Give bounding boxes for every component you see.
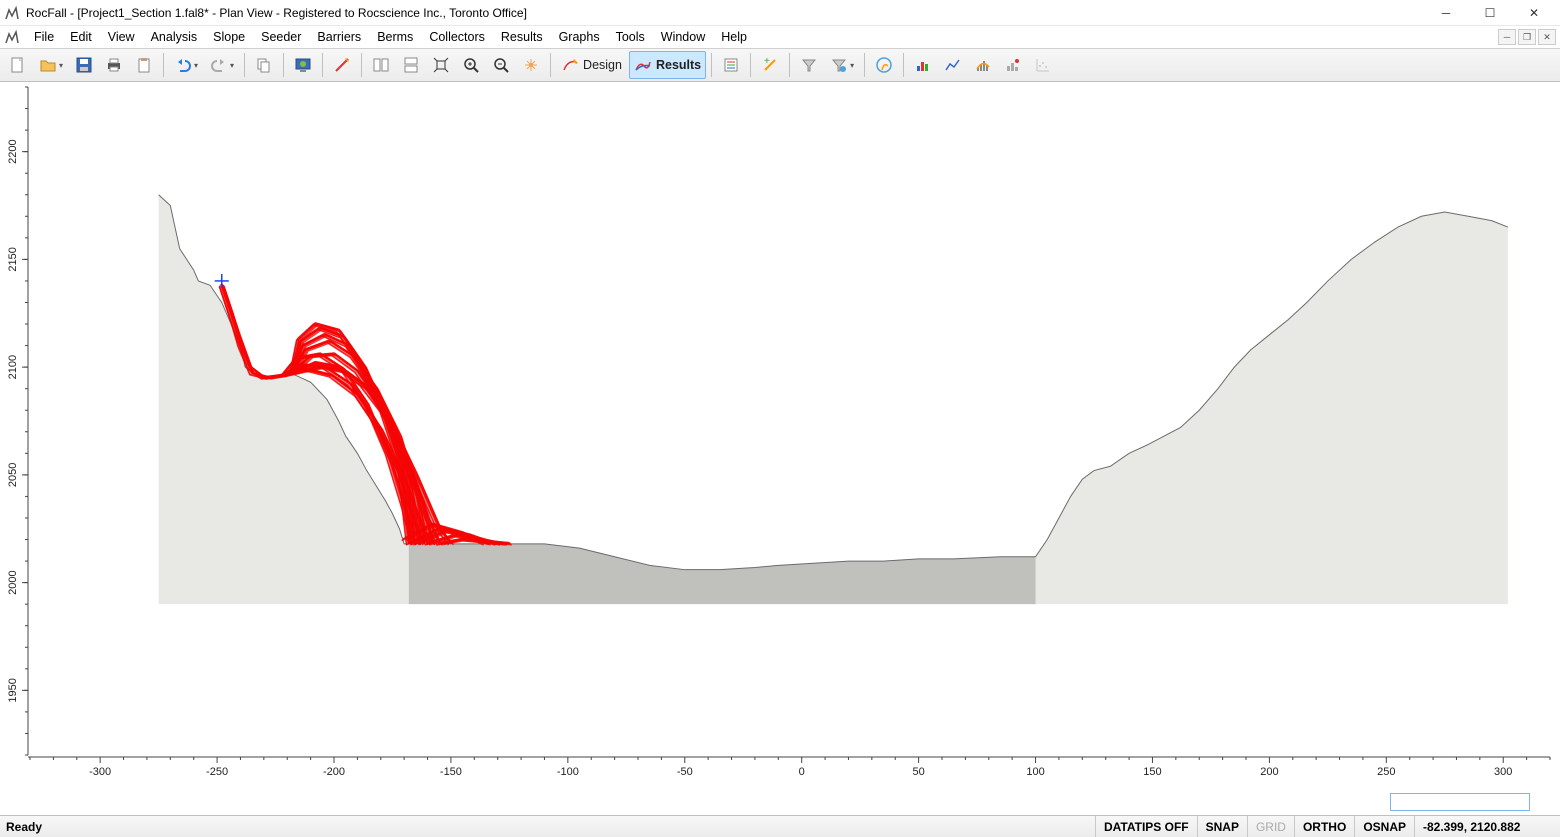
minimize-button[interactable]: ─ [1424,0,1468,26]
distribution-chart-button[interactable] [969,51,997,79]
menu-berms[interactable]: Berms [369,28,421,46]
clipboard-button[interactable] [130,51,158,79]
menu-window[interactable]: Window [653,28,713,46]
svg-text:-50: -50 [677,766,693,778]
osnap-toggle[interactable]: OSNAP [1354,816,1414,837]
menu-analysis[interactable]: Analysis [143,28,206,46]
title-bar: RocFall - [Project1_Section 1.fal8* - Pl… [0,0,1560,26]
svg-text:-100: -100 [557,766,579,778]
menu-seeder[interactable]: Seeder [253,28,309,46]
menu-tools[interactable]: Tools [608,28,653,46]
print-button[interactable] [100,51,128,79]
svg-text:300: 300 [1494,766,1512,778]
window-controls: ─ ☐ ✕ [1424,0,1556,26]
display-options-button[interactable] [289,51,317,79]
design-mode-button[interactable]: Design [556,51,627,79]
mdi-close-button[interactable]: ✕ [1538,29,1556,45]
mdi-controls: ─ ❐ ✕ [1496,29,1556,45]
menu-file[interactable]: File [26,28,62,46]
svg-text:+: + [764,56,770,67]
animate-button[interactable] [870,51,898,79]
svg-text:2000: 2000 [7,570,19,594]
window-title: RocFall - [Project1_Section 1.fal8* - Pl… [26,6,1424,20]
svg-text:200: 200 [1260,766,1278,778]
open-file-button[interactable]: ▾ [34,51,68,79]
app-icon [4,5,20,21]
command-input[interactable] [1390,793,1530,811]
scatter-button[interactable] [1029,51,1057,79]
settings-button[interactable] [717,51,745,79]
status-bar: Ready DATATIPS OFF SNAP GRID ORTHO OSNAP… [0,815,1560,837]
doc-icon [4,29,20,45]
svg-text:2100: 2100 [7,355,19,379]
save-button[interactable] [70,51,98,79]
maximize-button[interactable]: ☐ [1468,0,1512,26]
histogram-button[interactable] [999,51,1027,79]
toolbar: ▾ ▾ ▾ Design Results + ▾ [0,48,1560,82]
svg-text:-200: -200 [323,766,345,778]
split-horizontal-button[interactable] [397,51,425,79]
line-chart-button[interactable] [939,51,967,79]
svg-text:2200: 2200 [7,139,19,163]
filter-options-button[interactable]: ▾ [825,51,859,79]
zoom-extents-button[interactable] [427,51,455,79]
menu-help[interactable]: Help [713,28,755,46]
new-file-button[interactable] [4,51,32,79]
svg-text:2150: 2150 [7,247,19,271]
ortho-toggle[interactable]: ORTHO [1294,816,1354,837]
grid-toggle[interactable]: GRID [1247,816,1294,837]
svg-text:-250: -250 [206,766,228,778]
plan-view-canvas[interactable]: 195020002050210021502200-300-250-200-150… [0,82,1560,815]
menu-graphs[interactable]: Graphs [551,28,608,46]
svg-text:150: 150 [1143,766,1161,778]
results-mode-button[interactable]: Results [629,51,706,79]
svg-text:2050: 2050 [7,463,19,487]
results-label: Results [656,58,701,72]
cursor-coordinates: -82.399, 2120.882 [1414,816,1554,837]
zoom-out-button[interactable] [487,51,515,79]
split-vertical-button[interactable] [367,51,395,79]
copy-button[interactable] [250,51,278,79]
edit-tool-button[interactable] [328,51,356,79]
redo-button[interactable]: ▾ [205,51,239,79]
zoom-in-button[interactable] [457,51,485,79]
menu-bar: FileEditViewAnalysisSlopeSeederBarriersB… [0,26,1560,48]
svg-text:0: 0 [799,766,805,778]
menu-slope[interactable]: Slope [205,28,253,46]
menu-view[interactable]: View [100,28,143,46]
svg-text:-300: -300 [89,766,111,778]
add-seeder-button[interactable]: + [756,51,784,79]
mdi-minimize-button[interactable]: ─ [1498,29,1516,45]
svg-text:1950: 1950 [7,678,19,702]
svg-text:-150: -150 [440,766,462,778]
menu-collectors[interactable]: Collectors [421,28,493,46]
snap-toggle[interactable]: SNAP [1197,816,1247,837]
datatips-toggle[interactable]: DATATIPS OFF [1095,816,1197,837]
pan-button[interactable] [517,51,545,79]
menu-edit[interactable]: Edit [62,28,100,46]
menu-barriers[interactable]: Barriers [309,28,369,46]
bar-chart-button[interactable] [909,51,937,79]
design-label: Design [583,58,622,72]
status-text: Ready [6,820,1095,834]
svg-text:100: 100 [1026,766,1044,778]
svg-text:250: 250 [1377,766,1395,778]
svg-text:50: 50 [912,766,924,778]
filter-button[interactable] [795,51,823,79]
mdi-restore-button[interactable]: ❐ [1518,29,1536,45]
close-button[interactable]: ✕ [1512,0,1556,26]
menu-results[interactable]: Results [493,28,551,46]
undo-button[interactable]: ▾ [169,51,203,79]
